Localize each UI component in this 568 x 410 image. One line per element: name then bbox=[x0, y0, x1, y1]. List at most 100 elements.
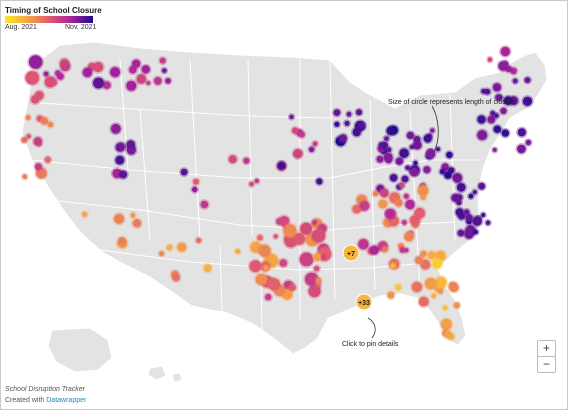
cluster-circle[interactable] bbox=[342, 244, 360, 262]
school-closure-circle[interactable] bbox=[435, 147, 441, 152]
school-closure-circle[interactable] bbox=[399, 148, 409, 158]
school-closure-circle[interactable] bbox=[510, 67, 517, 75]
school-closure-circle[interactable] bbox=[130, 212, 136, 218]
school-closure-circle[interactable] bbox=[136, 74, 146, 84]
school-closure-circle[interactable] bbox=[494, 113, 499, 118]
school-closure-circle[interactable] bbox=[444, 330, 452, 339]
school-closure-circle[interactable] bbox=[43, 71, 49, 77]
school-closure-circle[interactable] bbox=[119, 170, 128, 179]
school-closure-circle[interactable] bbox=[524, 77, 531, 83]
school-closure-circle[interactable] bbox=[258, 244, 271, 257]
school-closure-circle[interactable] bbox=[265, 293, 272, 301]
datawrapper-link[interactable]: Datawrapper bbox=[46, 397, 87, 404]
school-closure-circle[interactable] bbox=[501, 129, 509, 137]
school-closure-circle[interactable] bbox=[146, 81, 151, 85]
school-closure-circle[interactable] bbox=[257, 234, 263, 241]
school-closure-circle[interactable] bbox=[47, 121, 54, 128]
school-closure-circle[interactable] bbox=[382, 246, 388, 253]
school-closure-circle[interactable] bbox=[358, 239, 369, 250]
school-closure-circle[interactable] bbox=[387, 291, 395, 299]
school-closure-circle[interactable] bbox=[35, 167, 47, 179]
school-closure-circle[interactable] bbox=[358, 122, 365, 129]
school-closure-circle[interactable] bbox=[162, 68, 167, 73]
school-closure-circle[interactable] bbox=[299, 252, 314, 267]
school-closure-circle[interactable] bbox=[373, 191, 378, 197]
school-closure-circle[interactable] bbox=[28, 55, 43, 69]
school-closure-circle[interactable] bbox=[449, 283, 459, 293]
school-closure-circle[interactable] bbox=[255, 273, 268, 286]
school-closure-circle[interactable] bbox=[512, 78, 518, 84]
school-closure-circle[interactable] bbox=[268, 278, 281, 291]
school-closure-circle[interactable] bbox=[110, 67, 121, 78]
school-closure-circle[interactable] bbox=[385, 209, 394, 218]
school-closure-circle[interactable] bbox=[420, 250, 427, 257]
school-closure-circle[interactable] bbox=[352, 204, 362, 214]
school-closure-circle[interactable] bbox=[159, 251, 165, 256]
school-closure-circle[interactable] bbox=[413, 160, 418, 166]
school-closure-circle[interactable] bbox=[289, 284, 296, 291]
school-closure-circle[interactable] bbox=[316, 281, 321, 287]
school-closure-circle[interactable] bbox=[418, 296, 429, 307]
school-closure-circle[interactable] bbox=[132, 59, 141, 68]
school-closure-circle[interactable] bbox=[118, 237, 126, 245]
school-closure-circle[interactable] bbox=[399, 182, 405, 188]
school-closure-circle[interactable] bbox=[404, 248, 409, 253]
school-closure-circle[interactable] bbox=[321, 254, 326, 260]
school-closure-circle[interactable] bbox=[490, 110, 496, 116]
school-closure-circle[interactable] bbox=[279, 216, 290, 226]
school-closure-circle[interactable] bbox=[390, 263, 396, 269]
school-closure-circle[interactable] bbox=[352, 128, 361, 137]
school-closure-circle[interactable] bbox=[289, 114, 294, 120]
school-closure-circle[interactable] bbox=[384, 152, 393, 162]
school-closure-circle[interactable] bbox=[522, 96, 533, 106]
school-closure-circle[interactable] bbox=[386, 147, 392, 152]
school-closure-circle[interactable] bbox=[420, 259, 431, 270]
school-closure-circle[interactable] bbox=[426, 149, 436, 159]
cluster-badge-7[interactable]: +7 bbox=[342, 244, 360, 262]
school-closure-circle[interactable] bbox=[498, 61, 508, 71]
school-closure-circle[interactable] bbox=[312, 141, 318, 147]
school-closure-circle[interactable] bbox=[403, 193, 409, 199]
school-closure-circle[interactable] bbox=[481, 89, 486, 94]
school-closure-circle[interactable] bbox=[312, 220, 317, 225]
school-closure-circle[interactable] bbox=[500, 46, 510, 57]
school-closure-circle[interactable] bbox=[132, 219, 141, 228]
school-closure-circle[interactable] bbox=[369, 245, 379, 255]
school-closure-circle[interactable] bbox=[154, 77, 162, 85]
school-closure-circle[interactable] bbox=[435, 250, 446, 261]
school-closure-circle[interactable] bbox=[110, 123, 121, 134]
school-closure-circle[interactable] bbox=[453, 302, 460, 309]
school-closure-circle[interactable] bbox=[448, 167, 455, 174]
school-closure-circle[interactable] bbox=[192, 186, 198, 193]
school-closure-circle[interactable] bbox=[165, 78, 171, 84]
school-closure-circle[interactable] bbox=[315, 277, 322, 283]
school-closure-circle[interactable] bbox=[339, 134, 348, 142]
school-closure-circle[interactable] bbox=[384, 136, 389, 142]
school-closure-circle[interactable] bbox=[82, 67, 93, 78]
school-closure-circle[interactable] bbox=[435, 276, 447, 288]
school-closure-circle[interactable] bbox=[344, 120, 350, 126]
school-closure-circle[interactable] bbox=[386, 126, 395, 135]
school-closure-circle[interactable] bbox=[115, 142, 125, 152]
school-closure-circle[interactable] bbox=[404, 231, 414, 242]
school-closure-circle[interactable] bbox=[473, 229, 479, 235]
school-closure-circle[interactable] bbox=[431, 293, 437, 299]
zoom-in-button[interactable]: + bbox=[537, 340, 556, 357]
school-closure-circle[interactable] bbox=[395, 284, 402, 291]
school-closure-circle[interactable] bbox=[25, 71, 39, 85]
school-closure-circle[interactable] bbox=[114, 213, 124, 224]
school-closure-circle[interactable] bbox=[311, 229, 326, 243]
school-closure-circle[interactable] bbox=[34, 91, 44, 100]
school-closure-circle[interactable] bbox=[55, 70, 61, 76]
school-closure-circle[interactable] bbox=[411, 281, 422, 293]
school-closure-circle[interactable] bbox=[439, 169, 445, 175]
school-closure-circle[interactable] bbox=[177, 242, 187, 252]
school-closure-circle[interactable] bbox=[412, 140, 422, 150]
school-closure-circle[interactable] bbox=[415, 256, 423, 265]
school-closure-circle[interactable] bbox=[60, 61, 71, 72]
school-closure-circle[interactable] bbox=[492, 83, 502, 92]
school-closure-circle[interactable] bbox=[93, 62, 104, 73]
school-closure-circle[interactable] bbox=[305, 272, 319, 286]
school-closure-circle[interactable] bbox=[465, 225, 476, 236]
